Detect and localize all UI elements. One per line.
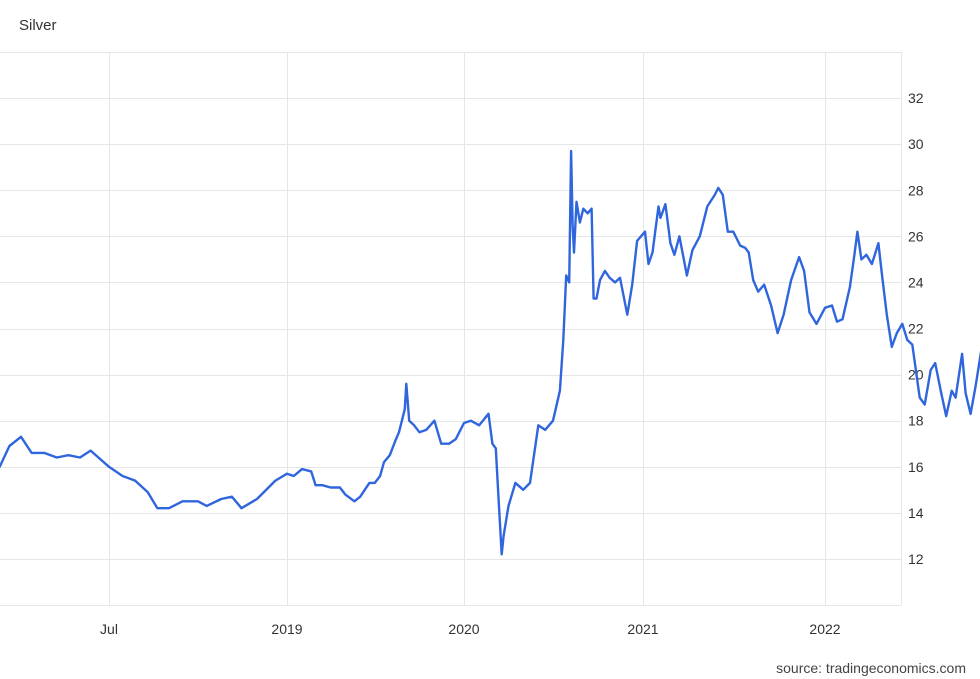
x-tick-label: 2021 <box>627 621 658 637</box>
y-tick-label: 24 <box>908 274 924 290</box>
y-tick-label: 32 <box>908 90 924 106</box>
chart-title: Silver <box>19 17 57 34</box>
series-layer <box>0 149 980 556</box>
x-axis-tick-labels: Jul 2019 2020 2021 2022 <box>100 621 841 637</box>
x-tick-label: 2022 <box>809 621 840 637</box>
y-tick-label: 18 <box>908 413 924 429</box>
y-tick-label: 26 <box>908 228 924 244</box>
grid <box>0 52 902 606</box>
y-tick-label: 16 <box>908 459 924 475</box>
x-tick-label: Jul <box>100 621 118 637</box>
y-tick-label: 30 <box>908 136 924 152</box>
series-line-silver <box>0 149 980 556</box>
x-tick-label: 2020 <box>448 621 479 637</box>
x-tick-label: 2019 <box>271 621 302 637</box>
source-attribution: source: tradingeconomics.com <box>776 660 966 676</box>
y-tick-label: 22 <box>908 321 924 337</box>
y-tick-label: 28 <box>908 182 924 198</box>
y-tick-label: 12 <box>908 551 924 567</box>
y-tick-label: 14 <box>908 505 924 521</box>
